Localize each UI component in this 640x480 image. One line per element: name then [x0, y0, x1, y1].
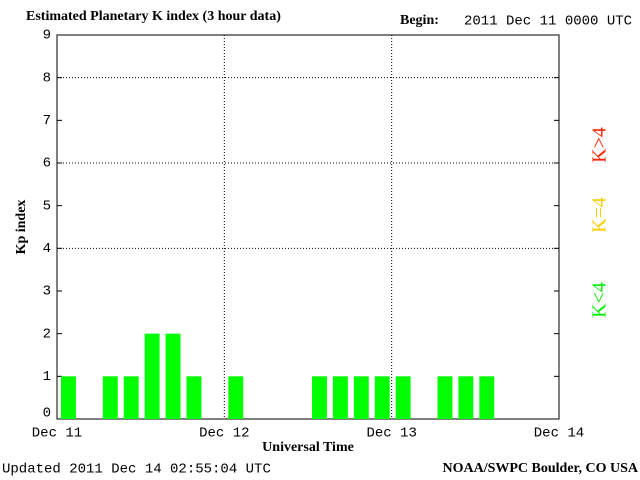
x-tick-label: Dec 14 [534, 426, 584, 442]
y-tick-label: 4 [43, 241, 51, 257]
bar [374, 376, 390, 419]
y-tick-label: 8 [43, 70, 51, 86]
begin-value: 2011 Dec 11 0000 UTC [464, 14, 632, 30]
y-tick-label: 3 [43, 284, 51, 300]
bar [61, 376, 76, 419]
bar [165, 333, 181, 419]
y-tick-label: 1 [43, 369, 51, 385]
bar [395, 376, 411, 419]
bar [458, 376, 474, 419]
x-tick-label: Dec 13 [366, 426, 416, 442]
chart-title: Estimated Planetary K index (3 hour data… [26, 9, 281, 24]
legend-entry: K=4 [589, 197, 611, 233]
bar [437, 376, 453, 419]
y-tick-label: 7 [43, 113, 51, 129]
bar [144, 333, 160, 419]
y-tick-label: 5 [43, 198, 51, 214]
x-tick-label: Dec 11 [32, 426, 82, 442]
y-axis-title: Kp index [14, 200, 29, 255]
bar [102, 376, 118, 419]
bar [228, 376, 244, 419]
y-tick-label: 0 [43, 406, 51, 422]
x-tick-label: Dec 12 [199, 426, 249, 442]
legend-entry: K>4 [589, 127, 611, 163]
begin-label: Begin: [400, 13, 439, 28]
updated-note: Updated 2011 Dec 14 02:55:04 UTC [2, 462, 271, 478]
y-tick-label: 2 [43, 326, 51, 342]
y-tick-label: 9 [43, 28, 51, 44]
bar [332, 376, 348, 419]
bar [186, 376, 202, 419]
x-axis-title: Universal Time [262, 440, 354, 455]
bar [353, 376, 369, 419]
source-note: NOAA/SWPC Boulder, CO USA [442, 461, 638, 476]
y-tick-label: 6 [43, 156, 51, 172]
plot-frame [56, 34, 560, 420]
bar [479, 376, 495, 419]
legend-entry: K<4 [589, 282, 611, 318]
bar [312, 376, 327, 419]
bar [123, 376, 139, 419]
